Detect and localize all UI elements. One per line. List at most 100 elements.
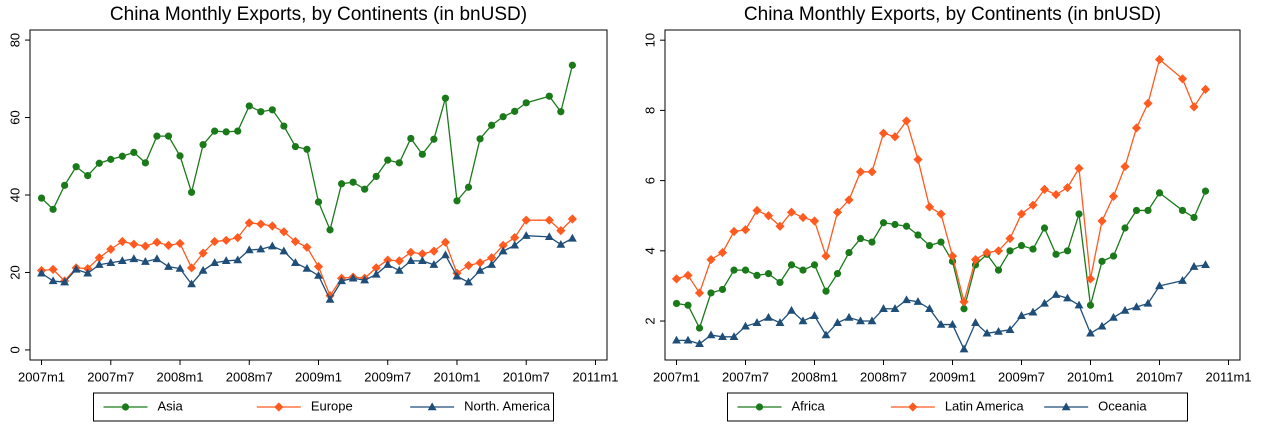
data-point — [936, 209, 946, 219]
data-point — [94, 253, 104, 263]
data-point — [164, 132, 173, 140]
x-tick-label: 2010m1 — [1067, 369, 1114, 384]
data-point — [498, 246, 508, 255]
data-point — [776, 278, 784, 287]
data-point — [684, 301, 692, 309]
chart-title: China Monthly Exports, by Continents (in… — [744, 4, 1161, 25]
data-point — [913, 154, 923, 165]
data-point — [210, 236, 220, 247]
data-point — [845, 248, 853, 257]
data-point — [1120, 161, 1130, 172]
data-point — [730, 266, 738, 274]
data-point — [1178, 206, 1187, 215]
x-tick-label: 2011m1 — [1205, 369, 1251, 384]
data-point — [141, 159, 149, 167]
series-line — [41, 235, 573, 301]
series-line — [676, 58, 1207, 305]
data-point — [267, 221, 277, 231]
data-point — [1040, 224, 1049, 232]
data-point — [325, 294, 335, 303]
data-point — [117, 236, 127, 247]
data-point — [1039, 184, 1050, 194]
data-point — [61, 181, 69, 189]
data-point — [890, 132, 900, 142]
data-point — [994, 266, 1003, 274]
x-tick-label: 2009m1 — [295, 369, 342, 384]
legend-label: Asia — [158, 398, 184, 413]
data-point — [48, 264, 58, 274]
data-point — [441, 94, 450, 102]
data-point — [221, 235, 231, 245]
data-point — [925, 304, 934, 312]
data-point — [1006, 247, 1014, 255]
data-point — [279, 227, 289, 237]
legend-label: North. America — [464, 398, 551, 413]
data-point — [371, 269, 381, 278]
y-tick-label: 20 — [7, 265, 22, 279]
data-point — [117, 256, 127, 265]
data-point — [868, 238, 876, 246]
data-point — [290, 236, 301, 247]
data-point — [695, 339, 704, 348]
data-point — [152, 237, 162, 247]
data-point — [567, 214, 577, 224]
legend-label: Europe — [311, 398, 353, 413]
data-point — [221, 256, 231, 265]
data-point — [245, 102, 253, 110]
data-point — [1143, 98, 1153, 108]
data-point — [1190, 213, 1198, 222]
data-point — [314, 270, 323, 279]
data-point — [198, 265, 208, 274]
data-point — [175, 263, 185, 272]
data-point — [867, 316, 877, 325]
x-tick-label: 2011m1 — [572, 369, 618, 384]
data-point — [775, 318, 785, 326]
data-point — [971, 318, 980, 326]
data-point — [1144, 206, 1152, 215]
data-point — [913, 297, 923, 305]
x-tick-label: 2009m7 — [998, 369, 1045, 384]
data-point — [959, 297, 969, 307]
data-point — [672, 335, 681, 344]
data-point — [267, 241, 277, 250]
data-point — [1120, 305, 1130, 314]
data-point — [1017, 241, 1026, 250]
data-point — [718, 332, 727, 341]
data-point — [84, 172, 92, 180]
data-point — [821, 330, 831, 339]
legend-marker — [908, 402, 918, 412]
data-point — [234, 127, 242, 135]
data-point — [326, 226, 334, 234]
data-point — [430, 135, 438, 143]
data-point — [107, 155, 115, 163]
data-point — [302, 263, 312, 272]
y-tick-label: 4 — [642, 247, 657, 254]
data-point — [429, 246, 439, 256]
data-point — [1086, 328, 1095, 337]
data-point — [244, 245, 254, 254]
data-point — [1177, 74, 1188, 84]
data-point — [440, 237, 451, 247]
data-point — [521, 231, 531, 239]
data-point — [557, 108, 565, 116]
data-point — [233, 233, 243, 243]
data-point — [140, 241, 150, 251]
data-point — [1098, 257, 1106, 265]
data-point — [176, 152, 184, 160]
data-point — [337, 276, 346, 285]
data-point — [487, 260, 496, 268]
data-point — [510, 233, 520, 243]
data-point — [775, 221, 785, 231]
data-point — [244, 218, 254, 228]
data-point — [303, 145, 311, 153]
y-tick-label: 80 — [7, 33, 22, 47]
data-point — [1109, 252, 1118, 260]
data-point — [707, 289, 715, 297]
data-point — [106, 258, 116, 266]
legend-label: Africa — [792, 398, 826, 413]
data-point — [706, 254, 716, 265]
legend-marker — [1061, 402, 1071, 411]
data-point — [798, 212, 808, 223]
data-point — [72, 163, 80, 171]
